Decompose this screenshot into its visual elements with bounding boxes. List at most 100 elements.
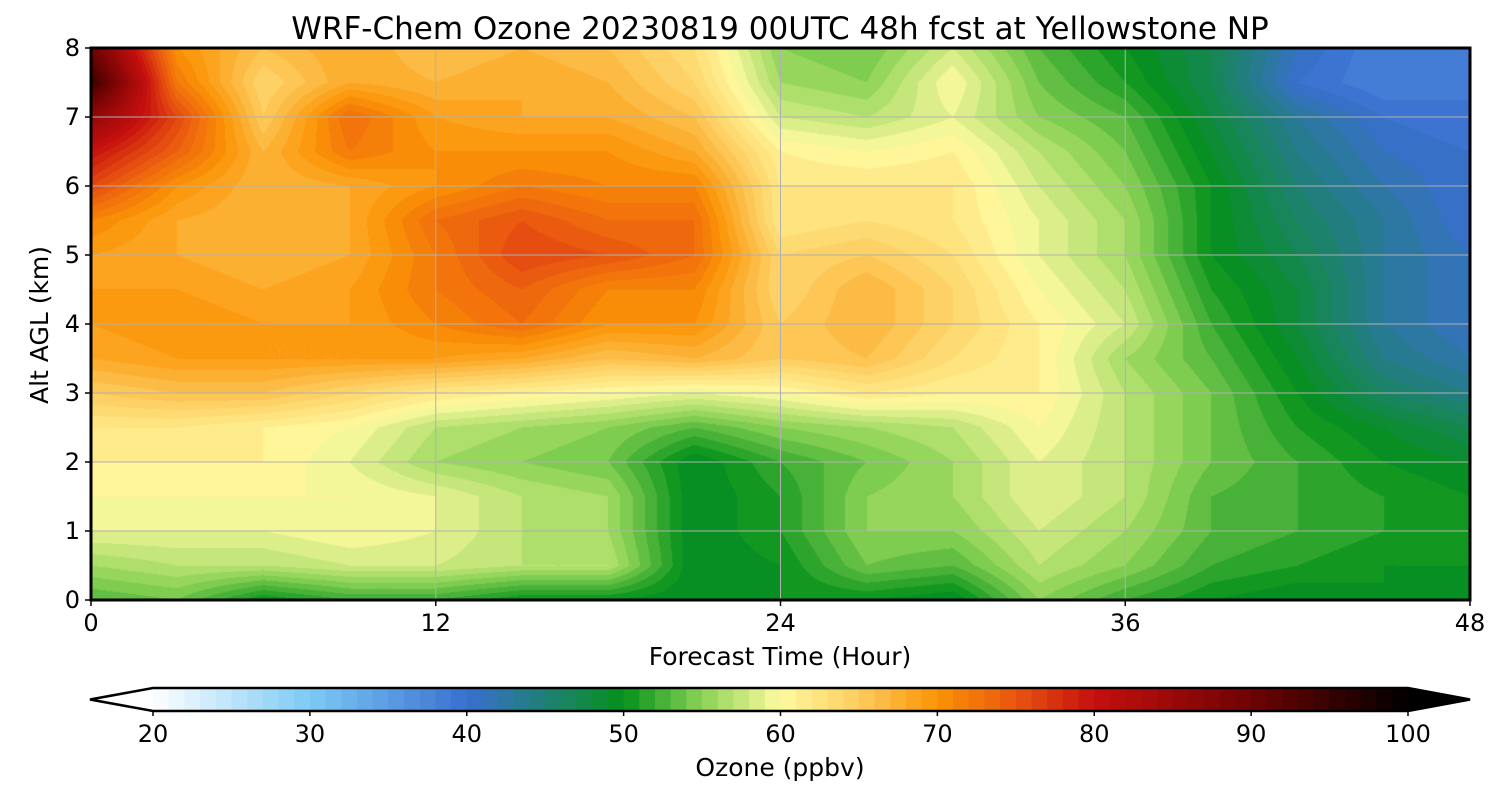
colorbar-segment [1094, 688, 1111, 711]
colorbar-segment [278, 688, 295, 711]
x-tick-label: 36 [1110, 609, 1141, 637]
colorbar-segment [451, 688, 468, 711]
colorbar-segment [921, 688, 938, 711]
chart-title: WRF-Chem Ozone 20230819 00UTC 48h fcst a… [291, 11, 1268, 47]
colorbar-segment [780, 688, 797, 711]
colorbar-segment [670, 688, 687, 711]
colorbar-segment [717, 688, 735, 711]
y-tick-label: 2 [65, 448, 80, 476]
colorbar-segment [168, 688, 185, 711]
colorbar-segment [1157, 688, 1174, 711]
y-axis-ticks: 0 1 2 3 4 5 6 7 8 [65, 34, 91, 614]
colorbar-segment [309, 688, 327, 711]
colorbar-segment [733, 688, 750, 711]
x-tick-label: 12 [420, 609, 451, 637]
colorbar-tick-label: 50 [608, 720, 639, 748]
colorbar-segment [262, 688, 280, 711]
colorbar-segment [1078, 688, 1095, 711]
colorbar-segment [200, 688, 217, 711]
colorbar-segment [1329, 688, 1346, 711]
y-tick-label: 5 [65, 241, 80, 269]
y-tick-label: 3 [65, 379, 80, 407]
colorbar-segment [184, 688, 201, 711]
colorbar-segment [560, 688, 578, 711]
colorbar: 20 30 40 50 60 70 80 90 100 [89, 686, 1471, 748]
colorbar-segment [906, 688, 923, 711]
colorbar-segment [592, 688, 609, 711]
colorbar-segment [545, 688, 562, 711]
colorbar-tick-label: 20 [138, 720, 169, 748]
colorbar-tick-label: 100 [1385, 720, 1431, 748]
colorbar-segment [953, 688, 970, 711]
x-axis-ticks: 0 12 24 36 48 [83, 600, 1485, 637]
colorbar-segment [937, 688, 954, 711]
colorbar-segment [325, 688, 342, 711]
colorbar-segment [1188, 688, 1205, 711]
y-tick-label: 7 [65, 103, 80, 131]
colorbar-segment [1266, 688, 1284, 711]
y-tick-label: 4 [65, 310, 80, 338]
colorbar-segment [215, 688, 233, 711]
colorbar-segment [749, 688, 766, 711]
colorbar-segment [1392, 688, 1409, 711]
colorbar-segment [796, 688, 813, 711]
colorbar-segment [482, 688, 499, 711]
colorbar-segment [1376, 688, 1393, 711]
colorbar-segment [341, 688, 358, 711]
colorbar-segment [764, 688, 782, 711]
colorbar-segment [607, 688, 625, 711]
x-axis-label: Forecast Time (Hour) [649, 642, 912, 671]
colorbar-segment [623, 688, 640, 711]
colorbar-segment [1109, 688, 1127, 711]
colorbar-segment [231, 688, 248, 711]
colorbar-segment [153, 688, 170, 711]
x-tick-label: 0 [83, 609, 98, 637]
colorbar-label: Ozone (ppbv) [695, 753, 864, 782]
colorbar-segment [1282, 688, 1299, 711]
colorbar-segment [1141, 688, 1158, 711]
colorbar-segment [372, 688, 389, 711]
colorbar-segment [1172, 688, 1189, 711]
colorbar-extend-high [1408, 688, 1470, 711]
colorbar-segment [498, 688, 515, 711]
colorbar-segment [827, 688, 844, 711]
y-tick-label: 0 [65, 586, 80, 614]
colorbar-segment [1204, 688, 1221, 711]
colorbar-segment [1015, 688, 1033, 711]
colorbar-tick-label: 40 [451, 720, 482, 748]
colorbar-segment [419, 688, 436, 711]
colorbar-segment [388, 688, 405, 711]
y-tick-label: 8 [65, 34, 80, 62]
colorbar-segment [1313, 688, 1331, 711]
x-tick-label: 24 [765, 609, 796, 637]
colorbar-segment [811, 688, 829, 711]
colorbar-tick-label: 70 [922, 720, 953, 748]
colorbar-segment [356, 688, 374, 711]
colorbar-tick-label: 60 [765, 720, 796, 748]
y-tick-label: 1 [65, 517, 80, 545]
colorbar-segment [529, 688, 546, 711]
colorbar-segment [1360, 688, 1378, 711]
colorbar-segment [655, 688, 672, 711]
colorbar-segment [1251, 688, 1268, 711]
colorbar-segment [513, 688, 531, 711]
colorbar-segment [1000, 688, 1017, 711]
colorbar-segment [1125, 688, 1142, 711]
colorbar-segment [984, 688, 1001, 711]
colorbar-segment [1031, 688, 1048, 711]
colorbar-segment [1298, 688, 1315, 711]
colorbar-segment [1047, 688, 1064, 711]
colorbar-segment [874, 688, 891, 711]
y-axis-label: Alt AGL (km) [25, 246, 54, 404]
colorbar-segment [1345, 688, 1362, 711]
colorbar-segment [968, 688, 986, 711]
colorbar-tick-label: 80 [1079, 720, 1110, 748]
plot-area [89, 46, 1472, 602]
colorbar-segment [404, 688, 421, 711]
colorbar-segment [686, 688, 703, 711]
colorbar-segment [858, 688, 876, 711]
x-tick-label: 48 [1455, 609, 1486, 637]
colorbar-segment [466, 688, 484, 711]
